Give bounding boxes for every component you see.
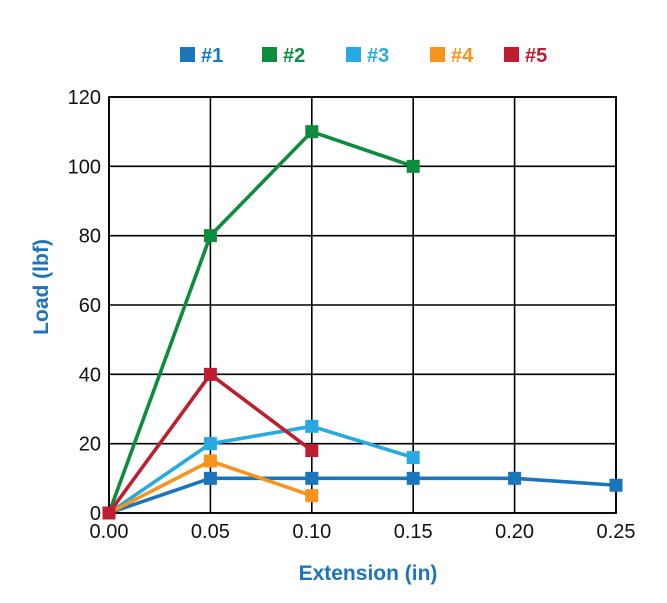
- data-point-marker: [305, 471, 319, 485]
- data-point-marker: [203, 437, 217, 451]
- legend-label: #1: [201, 45, 223, 67]
- data-point-marker: [203, 454, 217, 468]
- legend-swatch: [262, 47, 277, 62]
- legend-item: #5: [504, 45, 547, 67]
- legend-label: #3: [367, 45, 389, 67]
- legend-label: #2: [283, 45, 305, 67]
- data-point-marker: [406, 159, 420, 173]
- plot-frame: [108, 96, 617, 514]
- legend-item: #4: [430, 45, 474, 67]
- data-point-marker: [203, 367, 217, 381]
- series-5: [102, 367, 319, 520]
- x-tick-label: 0.00: [90, 521, 129, 543]
- y-tick-label: 40: [79, 364, 101, 386]
- y-tick-label: 60: [79, 295, 101, 317]
- data-point-marker: [305, 419, 319, 433]
- legend-label: #4: [451, 45, 474, 67]
- legend-swatch: [180, 47, 195, 62]
- y-axis-title: Load (lbf): [30, 239, 53, 335]
- data-point-marker: [508, 471, 522, 485]
- legend-swatch: [430, 47, 445, 62]
- legend-item: #2: [262, 45, 305, 67]
- legend-item: #1: [180, 45, 223, 67]
- data-point-marker: [406, 471, 420, 485]
- data-point-marker: [305, 489, 319, 503]
- legend-item: #3: [346, 45, 389, 67]
- y-tick-label: 0: [90, 503, 101, 525]
- data-point-marker: [305, 125, 319, 139]
- x-tick-label: 0.15: [394, 521, 433, 543]
- data-point-marker: [203, 471, 217, 485]
- data-point-marker: [203, 229, 217, 243]
- data-point-marker: [609, 478, 623, 492]
- series-line: [107, 476, 618, 515]
- series-line: [107, 129, 416, 515]
- legend-label: #5: [525, 45, 547, 67]
- y-tick-label: 20: [79, 434, 101, 456]
- x-tick-label: 0.10: [292, 521, 331, 543]
- chart-legend: #1 #2 #3 #4 #5: [180, 45, 547, 67]
- y-tick-label: 120: [68, 87, 101, 109]
- x-axis-title: Extension (in): [299, 562, 438, 585]
- tick-labels: 0.00 0.05 0.10 0.15 0.20 0.25 0 20 40 60 80 100 120: [68, 87, 636, 543]
- legend-swatch: [346, 47, 361, 62]
- data-point-marker: [305, 444, 319, 458]
- data-point-marker: [406, 451, 420, 465]
- y-tick-label: 80: [79, 226, 101, 248]
- legend-swatch: [504, 47, 519, 62]
- data-point-marker: [102, 506, 116, 520]
- series-2: [102, 125, 420, 520]
- series-line: [107, 424, 416, 515]
- x-tick-label: 0.20: [495, 521, 534, 543]
- series-layer: [102, 125, 623, 520]
- y-tick-label: 100: [68, 156, 101, 178]
- chart-grid: [108, 96, 617, 514]
- x-tick-label: 0.25: [597, 521, 636, 543]
- series-3: [102, 419, 420, 520]
- x-tick-label: 0.05: [191, 521, 230, 543]
